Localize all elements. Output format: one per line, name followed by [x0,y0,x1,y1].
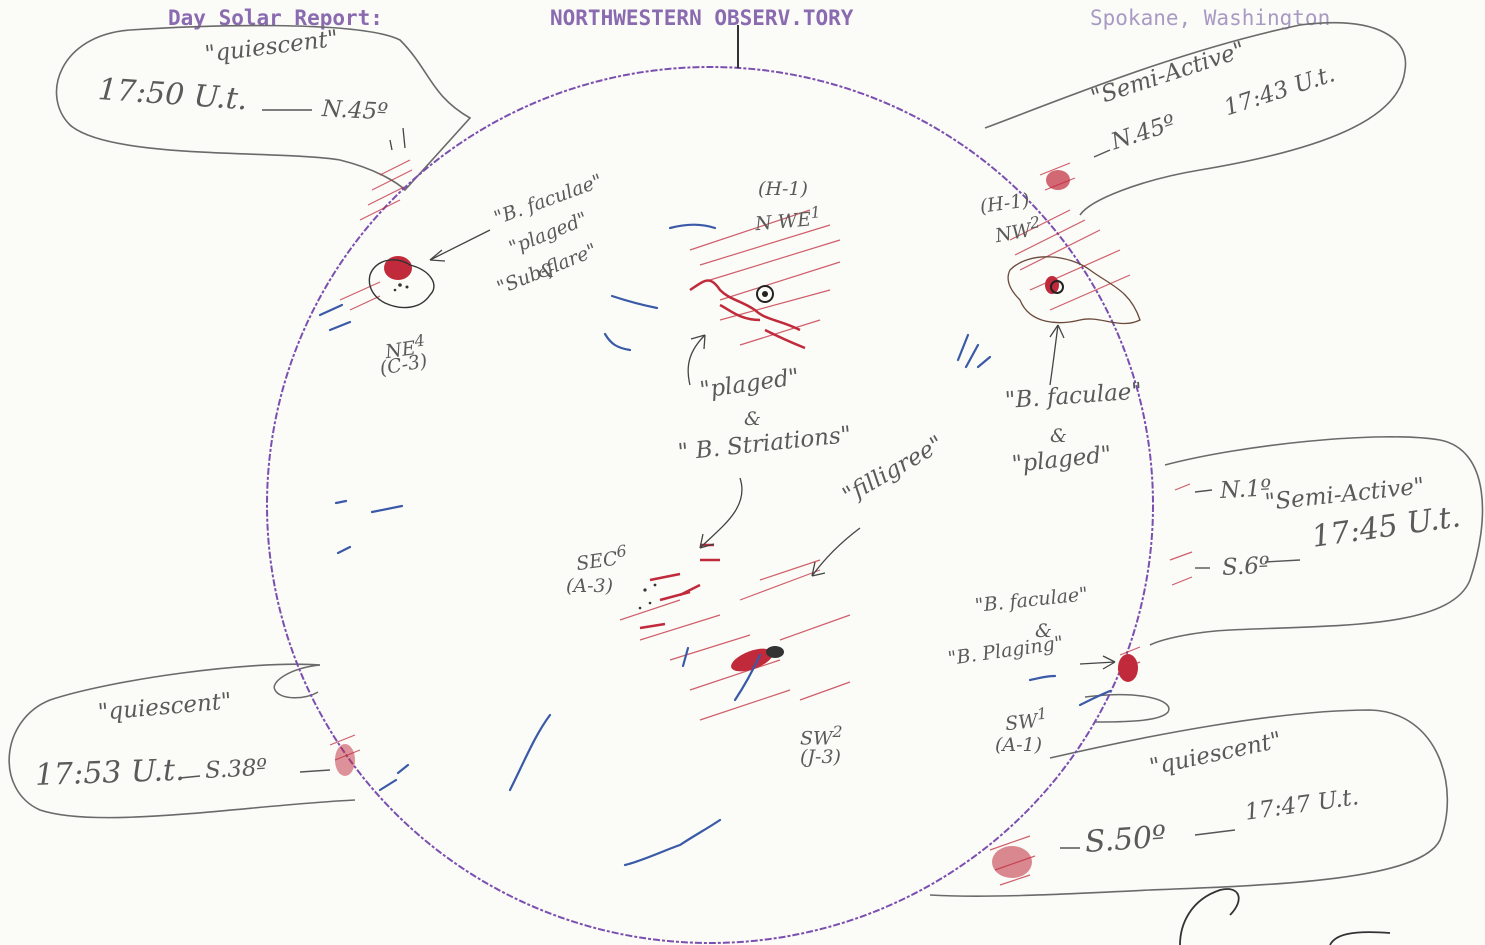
sw2-spot [766,646,784,658]
nwe1-desc-2: & [744,408,761,430]
sw1-label: SW1 [1004,704,1049,736]
balloon-bottom-left-tab [273,664,321,699]
observatory-name: NORTHWESTERN OBSERV.TORY [550,6,854,30]
sw1-code: (A-1) [995,734,1043,756]
callout-ticks [179,109,1301,849]
nw2-outline [1007,256,1141,325]
balloon-bottom-left [8,663,356,819]
nwe1-umbra [762,291,768,297]
sw2-label: SW2 [800,722,843,749]
balloon-bottom-right-tab [1084,694,1170,723]
sw1-desc-2: & [1035,620,1052,642]
callout-bottom-left-time: 17:53 U.t. [34,752,186,793]
sec6-spots [638,583,657,610]
balloon-bottom-right [929,709,1449,897]
plage-strokes [639,279,806,630]
balloon-top-left [55,24,472,192]
callout-top-left-lat: N.45º [321,96,389,126]
nwe1-code: (H-1) [758,178,808,200]
sec6-code: (A-3) [566,575,614,597]
ne4-label-sup: 4 [413,330,426,351]
nwe1-spot [756,285,774,303]
sw2-label-text: SW [800,727,833,750]
balloon-top-right [984,21,1407,216]
ne4-outline [368,259,435,309]
sw1-label-text: SW [1004,709,1039,736]
callout-bottom-left-lat: S.38º [204,754,268,784]
pointer-arrows [389,127,1116,670]
signature [1179,888,1391,945]
nw2-desc-2: & [1050,425,1067,447]
plage-cores [335,170,1138,878]
solar-limb [266,66,1154,944]
sw1-label-sup: 1 [1035,703,1048,724]
ne4-desc-3: & [538,260,555,282]
sw2-code: (J-3) [800,746,841,768]
ne4-spots [393,283,409,292]
nwe1-label-sup: 1 [809,202,822,223]
callout-bottom-right-lat: S.50º [1083,819,1168,860]
sw2-label-sup: 2 [832,722,843,741]
nw2-spot [1050,280,1064,294]
callout-mid-right-lat: S.6º [1221,552,1271,581]
observatory-location: Spokane, Washington [1090,6,1331,30]
nwe1-label: N WE1 [754,202,822,235]
balloon-mid-right [1149,436,1484,646]
plage-areas [329,159,1193,886]
filaments [318,223,1112,867]
